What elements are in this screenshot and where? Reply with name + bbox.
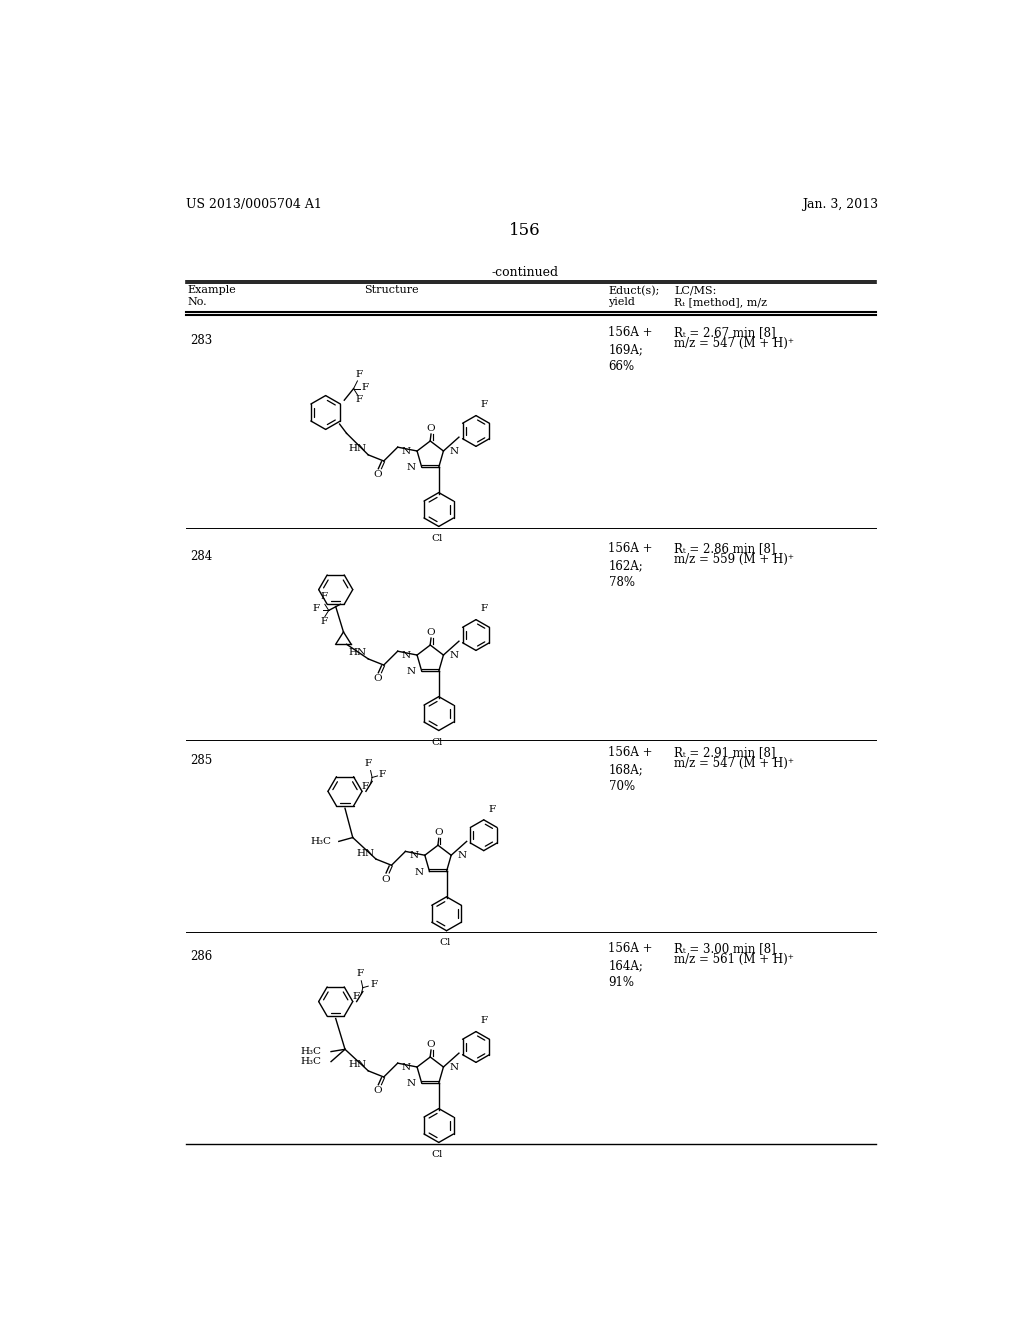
Text: m/z = 547 (M + H)⁺: m/z = 547 (M + H)⁺ (675, 756, 795, 770)
Text: Cl: Cl (431, 535, 443, 543)
Text: -continued: -continued (492, 267, 558, 280)
Text: Cl: Cl (431, 738, 443, 747)
Text: F: F (480, 1016, 487, 1026)
Text: F: F (361, 383, 369, 392)
Text: F: F (355, 371, 362, 379)
Text: 285: 285 (190, 754, 212, 767)
Text: F: F (352, 993, 359, 1002)
Text: O: O (373, 675, 382, 684)
Text: O: O (373, 470, 382, 479)
Text: N: N (414, 867, 423, 876)
Text: F: F (355, 395, 362, 404)
Text: Rₜ = 2.91 min [8]: Rₜ = 2.91 min [8] (675, 746, 776, 759)
Text: US 2013/0005704 A1: US 2013/0005704 A1 (186, 198, 322, 211)
Text: LC/MS:
Rₜ [method], m/z: LC/MS: Rₜ [method], m/z (675, 285, 767, 308)
Text: m/z = 547 (M + H)⁺: m/z = 547 (M + H)⁺ (675, 337, 795, 350)
Text: m/z = 559 (M + H)⁺: m/z = 559 (M + H)⁺ (675, 553, 795, 566)
Text: O: O (381, 875, 389, 883)
Text: F: F (361, 781, 369, 791)
Text: N: N (410, 851, 419, 859)
Text: F: F (378, 770, 385, 779)
Text: F: F (480, 605, 487, 614)
Text: 156: 156 (509, 222, 541, 239)
Text: N: N (401, 651, 411, 660)
Text: N: N (450, 651, 459, 660)
Text: F: F (488, 805, 496, 813)
Text: Cl: Cl (439, 939, 451, 948)
Text: O: O (427, 424, 435, 433)
Text: N: N (458, 851, 467, 859)
Text: N: N (450, 1063, 459, 1072)
Text: 286: 286 (190, 950, 212, 964)
Text: Rₜ = 2.86 min [8]: Rₜ = 2.86 min [8] (675, 543, 776, 554)
Text: F: F (321, 616, 328, 626)
Text: Example
No.: Example No. (187, 285, 237, 308)
Text: O: O (427, 627, 435, 636)
Text: 156A +
164A;
91%: 156A + 164A; 91% (608, 942, 653, 989)
Text: O: O (373, 1086, 382, 1096)
Text: F: F (480, 400, 487, 409)
Text: 156A +
169A;
66%: 156A + 169A; 66% (608, 326, 653, 374)
Text: HN: HN (348, 1060, 367, 1069)
Text: Rₜ = 2.67 min [8]: Rₜ = 2.67 min [8] (675, 326, 776, 339)
Text: 156A +
162A;
78%: 156A + 162A; 78% (608, 543, 653, 589)
Text: F: F (356, 969, 364, 978)
Text: m/z = 561 (M + H)⁺: m/z = 561 (M + H)⁺ (675, 953, 795, 966)
Text: N: N (407, 463, 416, 473)
Text: H₃C: H₃C (301, 1047, 322, 1056)
Text: Jan. 3, 2013: Jan. 3, 2013 (802, 198, 879, 211)
Text: N: N (407, 668, 416, 676)
Text: 156A +
168A;
70%: 156A + 168A; 70% (608, 746, 653, 793)
Text: F: F (312, 605, 319, 614)
Text: HN: HN (348, 445, 367, 453)
Text: HN: HN (348, 648, 367, 657)
Text: F: F (371, 981, 378, 989)
Text: Rₜ = 3.00 min [8]: Rₜ = 3.00 min [8] (675, 942, 776, 956)
Text: N: N (401, 446, 411, 455)
Text: N: N (401, 1063, 411, 1072)
Text: F: F (365, 759, 372, 768)
Text: 284: 284 (190, 549, 212, 562)
Text: Cl: Cl (431, 1150, 443, 1159)
Text: H₃C: H₃C (301, 1057, 322, 1067)
Text: N: N (450, 446, 459, 455)
Text: O: O (434, 828, 443, 837)
Text: O: O (427, 1040, 435, 1048)
Text: HN: HN (356, 849, 375, 858)
Text: N: N (407, 1080, 416, 1089)
Text: H₃C: H₃C (310, 837, 331, 846)
Text: 283: 283 (190, 334, 212, 347)
Text: Structure: Structure (365, 285, 419, 296)
Text: F: F (321, 593, 328, 601)
Text: Educt(s);
yield: Educt(s); yield (608, 285, 659, 308)
